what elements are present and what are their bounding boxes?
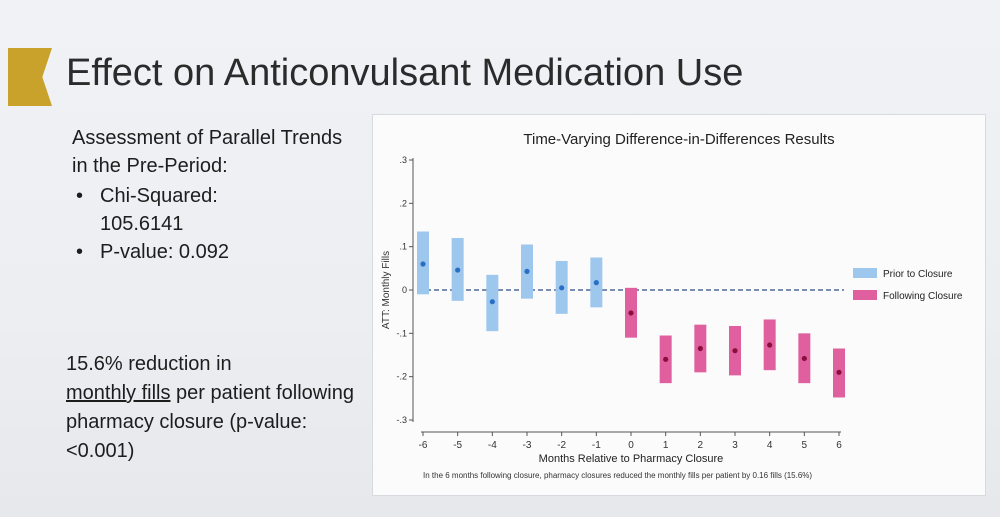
chi-squared-value: 105.6141 [100, 213, 184, 235]
point-estimate [559, 285, 565, 291]
x-tick-label: -3 [523, 440, 532, 451]
point-estimate [663, 356, 669, 362]
parallel-trends-assessment: Assessment of Parallel Trends in the Pre… [72, 124, 362, 266]
chi-squared-item: • Chi-Squared: 105.6141 [72, 182, 362, 238]
point-estimate [628, 310, 634, 316]
x-tick-label: -1 [592, 440, 601, 451]
reduction-underlined: monthly fills [66, 382, 171, 404]
y-tick-label: .3 [399, 155, 407, 165]
x-tick-label: 6 [836, 440, 842, 451]
bullet-icon: • [76, 185, 84, 207]
x-tick-label: -2 [557, 440, 566, 451]
y-tick-label: -.1 [396, 328, 407, 338]
slide-title: Effect on Anticonvulsant Medication Use [66, 52, 744, 94]
y-tick-label: .2 [399, 198, 407, 208]
y-tick-label: -.2 [396, 372, 407, 382]
legend-swatch [853, 268, 877, 278]
point-estimate [489, 299, 495, 305]
chart-footnote: In the 6 months following closure, pharm… [423, 471, 813, 480]
x-tick-label: 0 [628, 440, 634, 451]
legend-label: Prior to Closure [883, 269, 953, 280]
point-estimate [420, 261, 426, 267]
point-estimate [767, 342, 773, 348]
x-tick-label: 1 [663, 440, 669, 451]
chart-panel: Time-Varying Difference-in-Differences R… [372, 114, 986, 496]
point-estimate [455, 267, 461, 273]
reduction-part1: 15.6% reduction in [66, 353, 232, 375]
x-tick-label: 3 [732, 440, 738, 451]
assessment-bullets: • Chi-Squared: 105.6141 • P-value: 0.092 [72, 182, 362, 266]
legend-label: Following Closure [883, 291, 963, 302]
reduction-part2: per patient following pharmacy closure (… [66, 382, 354, 462]
bullet-icon: • [76, 241, 84, 263]
p-value-item: • P-value: 0.092 [72, 238, 362, 266]
y-axis-title: ATT: Monthly Fills [381, 251, 392, 329]
p-value-label: P-value: 0.092 [100, 241, 229, 263]
assessment-heading: Assessment of Parallel Trends in the Pre… [72, 127, 343, 177]
legend-swatch [853, 290, 877, 300]
y-tick-label: -.3 [396, 415, 407, 425]
point-estimate [732, 348, 738, 354]
x-axis-title: Months Relative to Pharmacy Closure [539, 453, 724, 465]
did-chart: .3 .2 .1 0 -.1 -.2 -.3 -6 -5 -4 -3 -2 -1 0 1 2 3 4 5 6 ATT: … [381, 155, 963, 465]
title-accent-flag [8, 48, 52, 106]
reduction-summary: 15.6% reduction in monthly fills per pat… [66, 350, 366, 466]
x-tick-label: -5 [453, 440, 462, 451]
y-tick-label: .1 [399, 242, 407, 252]
point-estimate [801, 355, 807, 362]
chart-title: Time-Varying Difference-in-Differences R… [523, 131, 835, 148]
x-tick-label: 4 [767, 440, 773, 451]
x-tick-label: 2 [698, 440, 704, 451]
point-estimate [836, 369, 842, 375]
x-tick-label: -6 [419, 440, 428, 451]
x-tick-label: -4 [488, 440, 497, 451]
x-tick-label: 5 [802, 440, 808, 451]
chi-squared-label: Chi-Squared: [100, 185, 218, 207]
point-estimate [593, 280, 599, 286]
point-estimate [524, 268, 530, 274]
y-tick-label: 0 [402, 285, 407, 295]
point-estimate [697, 345, 703, 352]
